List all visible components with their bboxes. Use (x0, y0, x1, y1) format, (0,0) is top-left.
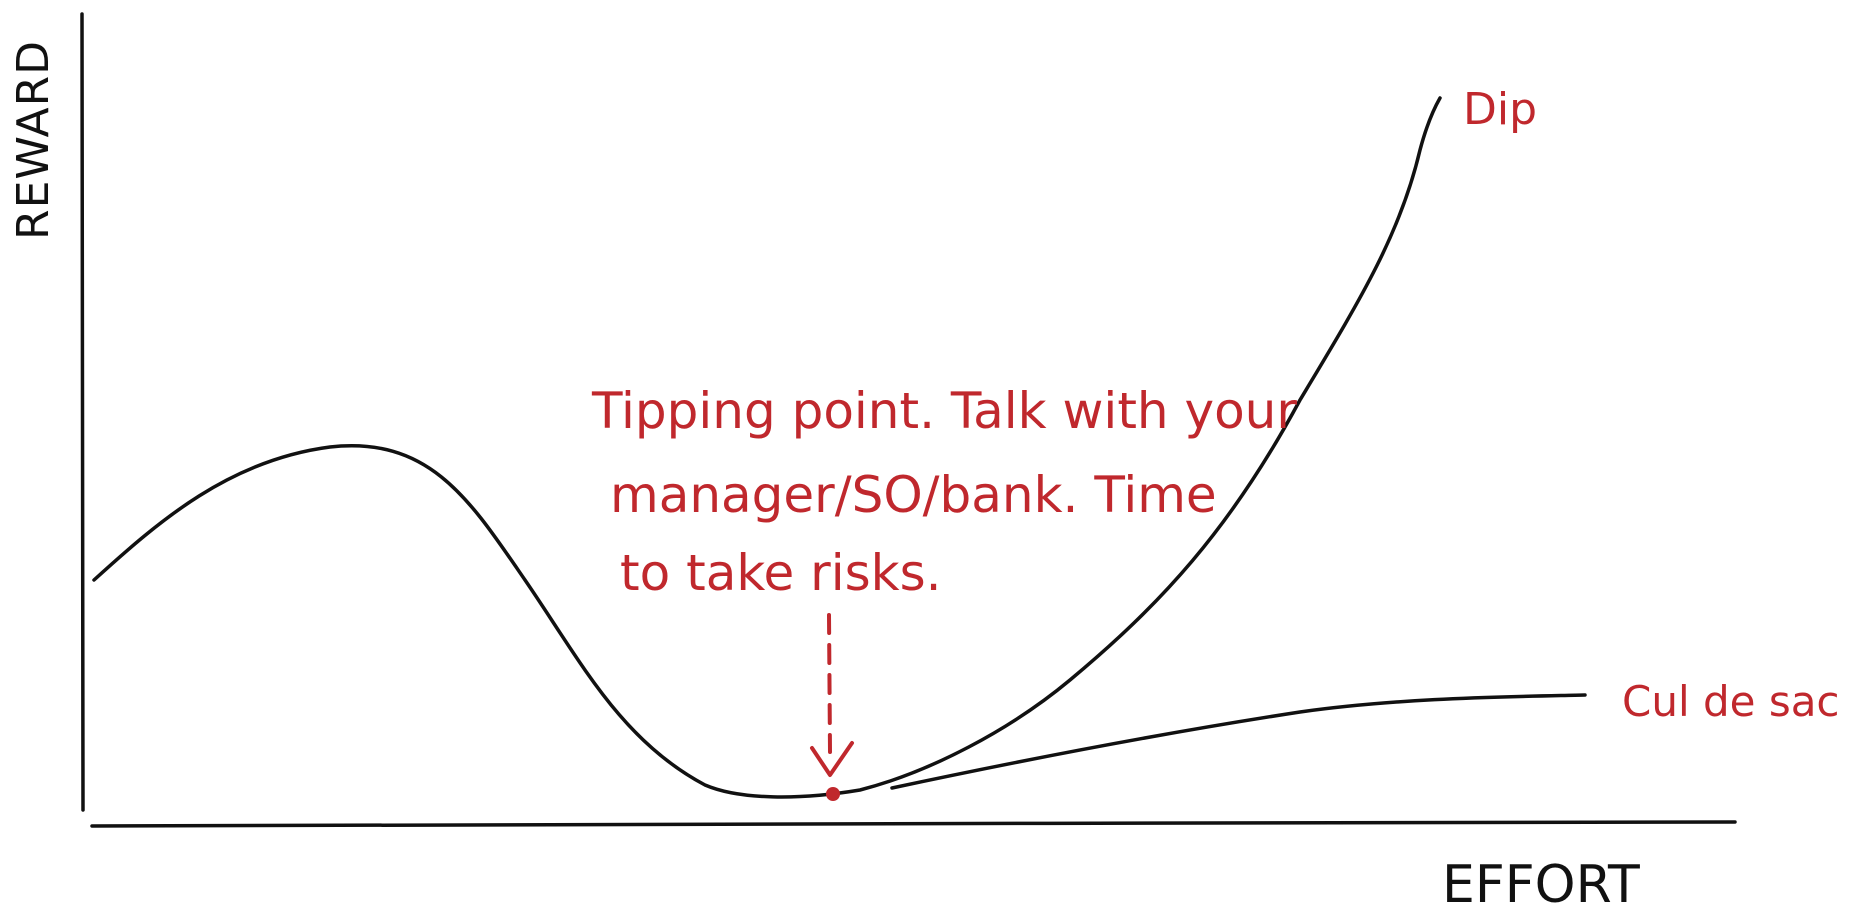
tipping-point-marker (826, 787, 840, 801)
dip-curve (92, 96, 1442, 799)
y-axis (80, 12, 85, 812)
dip-label: Dip (1463, 84, 1537, 135)
x-axis (90, 820, 1737, 828)
annotation-line-2: manager/SO/bank. Time (610, 466, 1217, 524)
annotation-line-1: Tipping point. Talk with your (591, 382, 1297, 440)
tipping-point-arrowhead (810, 741, 854, 777)
y-axis-label: REWARD (8, 40, 59, 240)
x-axis-label: EFFORT (1442, 855, 1640, 915)
cul-de-sac-curve (890, 693, 1587, 790)
tipping-point-arrow (827, 613, 832, 754)
annotation-line-3: to take risks. (620, 544, 942, 602)
tipping-point-annotation: Tipping point. Talk with your manager/SO… (591, 382, 1297, 602)
cul-de-sac-label: Cul de sac (1622, 677, 1840, 726)
